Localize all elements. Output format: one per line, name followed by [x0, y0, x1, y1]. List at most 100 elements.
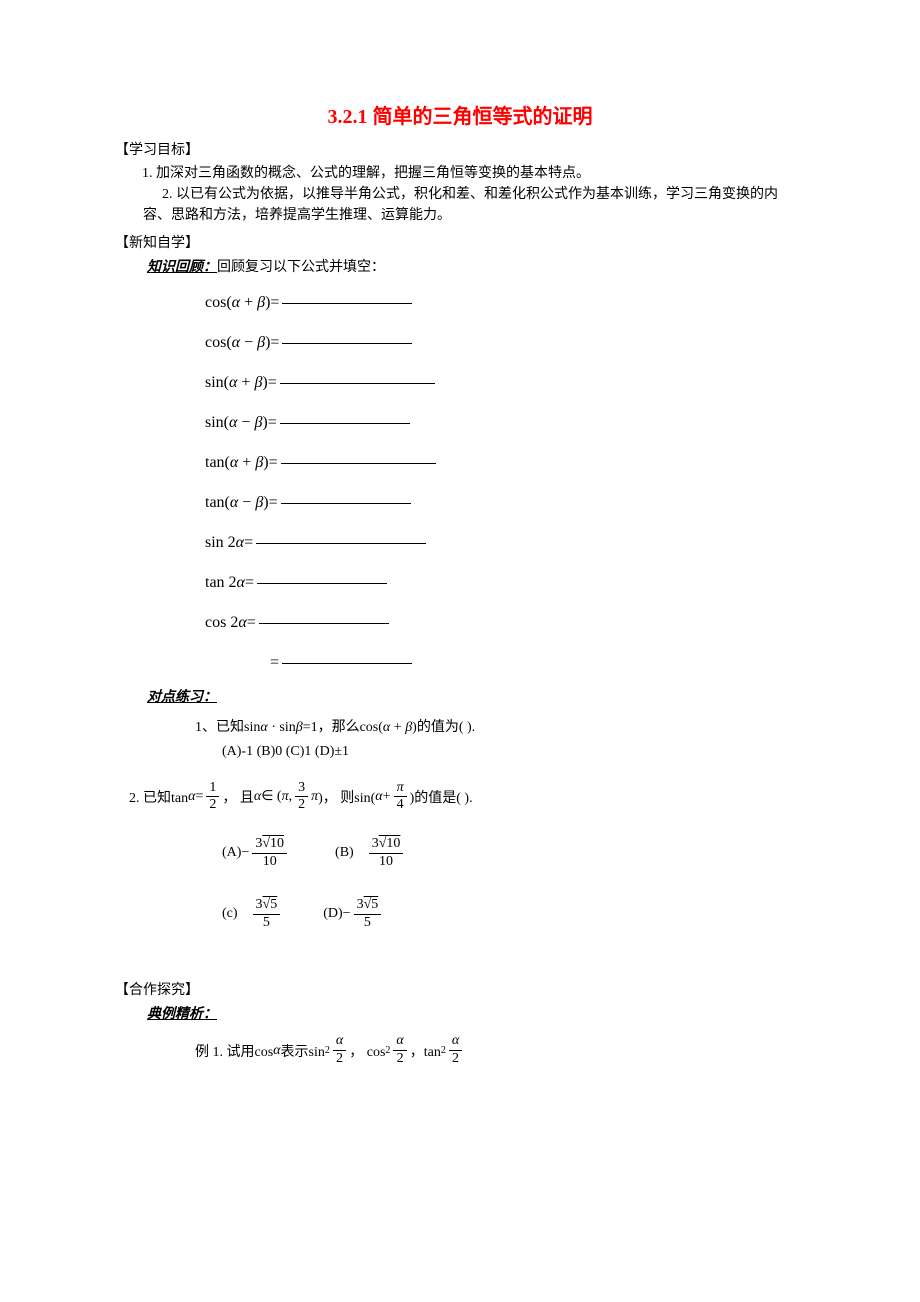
coop-header: 【合作探究】 [115, 979, 805, 999]
formula-sin-diff: sin(α − β) = [205, 414, 805, 432]
q2-mid1: ， 且 [222, 787, 254, 807]
formula-eq-7: = [245, 574, 254, 592]
choice-a-label: (A) [222, 845, 241, 861]
q2-frac3-num: π [394, 780, 407, 798]
formula-tan-diff: tan(α − β) = [205, 494, 805, 512]
q2-alpha1: α [188, 789, 195, 805]
blank-6[interactable] [256, 543, 426, 544]
q2-frac2-num: 3 [295, 780, 308, 798]
q2-alpha3: α [375, 789, 382, 805]
ex1-frac3: α2 [449, 1033, 462, 1068]
blank-5[interactable] [281, 503, 411, 504]
choice-a-den: 10 [260, 854, 280, 871]
q2-end: )的值是( ). [410, 787, 473, 807]
q1-pre: 1、已知sin [195, 720, 260, 735]
choice-b-den: 10 [376, 854, 396, 871]
q2-pi2: π [311, 789, 318, 805]
formula-lhs-0: cos(α + β) [205, 294, 270, 312]
q2-choices-ab: (A)− 3√1010 (B) 3√1010 [222, 836, 805, 871]
q2-frac1-num: 1 [206, 780, 219, 798]
q1-mid2: =1，那么cos( [303, 720, 383, 735]
formula-sin2a: sin 2α = [205, 534, 805, 552]
formula-eq-4: = [269, 454, 278, 472]
ex1-alpha1: α [273, 1043, 280, 1059]
ex1-sup3: 2 [441, 1045, 446, 1056]
ex1-f2n: α [393, 1033, 406, 1051]
choice-a-sign: − [241, 845, 249, 861]
ex1-sup1: 2 [325, 1045, 330, 1056]
goal-text-2: 2. 以已有公式为依据，以推导半角公式，积化和差、和差化积公式作为基本训练，学习… [143, 187, 778, 223]
q2-comma: , [289, 789, 293, 805]
formula-eq-5: = [269, 494, 278, 512]
formula-lhs-1: cos(α − β) [205, 334, 270, 352]
ex1-f2d: 2 [394, 1051, 407, 1068]
blank-3[interactable] [280, 423, 410, 424]
q2-choices-cd: (c) 3√55 (D)− 3√55 [222, 897, 805, 932]
exercise-q1: 1、已知sinα · sinβ=1，那么cos(α + β)的值为( ). [195, 718, 805, 738]
choice-a-num: 3√10 [252, 836, 287, 854]
formula-cos2a: cos 2α = [205, 614, 805, 632]
ex1-mid2: ， cos [349, 1041, 385, 1061]
ex1-f3n: α [449, 1033, 462, 1051]
self-study-header: 【新知自学】 [115, 232, 805, 252]
formula-eq-8: = [247, 614, 256, 632]
formula-lhs-2: sin(α + β) [205, 374, 268, 392]
choice-c-label: (c) [222, 906, 238, 922]
ex1-frac2: α2 [393, 1033, 406, 1068]
choice-b-label: (B) [335, 845, 354, 861]
choice-c-den: 5 [260, 915, 273, 932]
beta-1: β [296, 720, 303, 735]
example-1: 例 1. 试用cosα表示sin2 α2 ， cos2 α2 ，tan2 α2 [195, 1033, 805, 1068]
formula-eq-3: = [268, 414, 277, 432]
ex1-mid3: ，tan [410, 1041, 441, 1061]
choice-d-den: 5 [361, 915, 374, 932]
blank-0[interactable] [282, 303, 412, 304]
formula-sin-sum: sin(α + β) = [205, 374, 805, 392]
ex1-sup2: 2 [385, 1045, 390, 1056]
q2-frac2: 32 [295, 780, 308, 815]
q2-eq: = [195, 789, 203, 805]
page-title: 3.2.1 简单的三角恒等式的证明 [115, 100, 805, 129]
ex1-mid1: 表示sin [281, 1041, 325, 1061]
blank-2[interactable] [280, 383, 435, 384]
blank-9[interactable] [282, 663, 412, 664]
formula-eq-1: = [270, 334, 279, 352]
example-sub-header: 典例精析： [147, 1003, 805, 1023]
formula-eq-6: = [244, 534, 253, 552]
choice-b-frac: 3√1010 [369, 836, 404, 871]
choice-c-num: 3√5 [253, 897, 281, 915]
review-text: 回顾复习以下公式并填空： [217, 260, 385, 275]
exercise-q1-choices: (A)-1 (B)0 (C)1 (D)±1 [222, 744, 805, 760]
ex1-f3d: 2 [449, 1051, 462, 1068]
review-line: 知识回顾：回顾复习以下公式并填空： [147, 256, 805, 276]
formula-lhs-6: sin 2α [205, 534, 244, 552]
ex1-pre: 例 1. 试用cos [195, 1041, 273, 1061]
formula-lhs-4: tan(α + β) [205, 454, 269, 472]
blank-7[interactable] [257, 583, 387, 584]
q1-mid3: + [390, 720, 405, 735]
blank-4[interactable] [281, 463, 436, 464]
q2-frac1-den: 2 [206, 797, 219, 814]
exercise-q2: 2. 已知tanα = 12 ， 且α ∈ (π, 32 π)， 则sin(α … [129, 780, 805, 815]
blank-8[interactable] [259, 623, 389, 624]
example-label: 典例精析： [147, 1007, 217, 1022]
goal-header: 【学习目标】 [115, 139, 805, 159]
formula-eq-9: = [270, 654, 279, 672]
exercise-label: 对点练习： [147, 690, 217, 705]
ex1-frac1: α2 [333, 1033, 346, 1068]
choice-d-num: 3√5 [354, 897, 382, 915]
formula-lhs-3: sin(α − β) [205, 414, 268, 432]
exercise-sub-header: 对点练习： [147, 686, 805, 706]
q2-pre: 2. 已知tan [129, 787, 188, 807]
choice-c-frac: 3√55 [253, 897, 281, 932]
alpha-1: α [260, 720, 267, 735]
formula-cos-diff: cos(α − β) = [205, 334, 805, 352]
q2-frac3-den: 4 [394, 797, 407, 814]
choice-d-frac: 3√55 [354, 897, 382, 932]
goal-text-1: 1. 加深对三角函数的概念、公式的理解，把握三角恒等变换的基本特点。 [142, 166, 590, 181]
formula-eq-0: = [270, 294, 279, 312]
formula-cos2a-alt: = [270, 654, 805, 672]
choice-d-sign: − [343, 906, 351, 922]
q2-alpha2: α [254, 789, 261, 805]
blank-1[interactable] [282, 343, 412, 344]
